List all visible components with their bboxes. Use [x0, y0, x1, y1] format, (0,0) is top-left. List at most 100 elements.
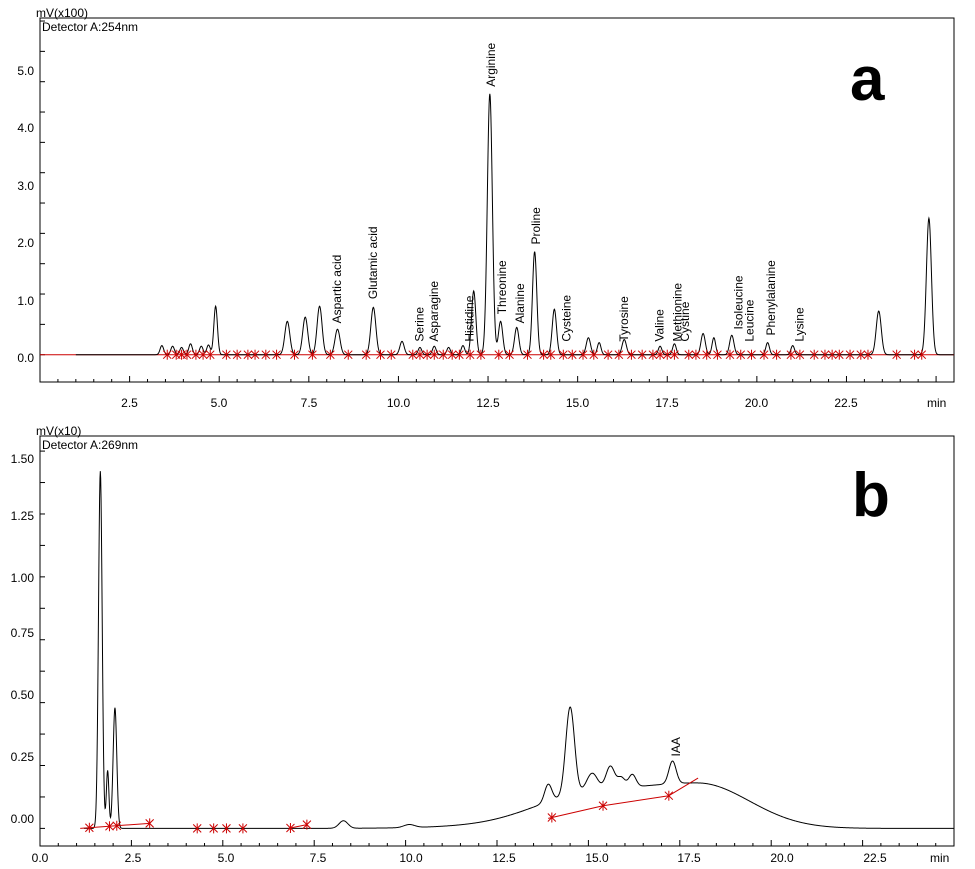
peak-marker [422, 349, 432, 360]
integration-baseline [288, 824, 307, 829]
peak-marker [795, 349, 805, 360]
y-tick-labels-b: 0.00 0.25 0.50 0.75 1.00 1.25 1.50 [11, 452, 35, 826]
peak-marker [684, 349, 694, 360]
peak-marker [205, 349, 215, 360]
unit-label-b: mV(x10) [36, 424, 81, 438]
peak-annotation: Glutamic acid [366, 226, 380, 299]
peak-marker [325, 349, 335, 360]
peak-marker [863, 349, 873, 360]
peak-marker [539, 349, 548, 360]
peak-annotation: Aspartic acid [330, 255, 344, 324]
peak-marker [856, 349, 866, 360]
peak-marker [664, 790, 674, 801]
peak-annotation: Arginine [484, 42, 498, 86]
integration-baseline [602, 795, 669, 807]
integration-baseline [80, 822, 150, 829]
x-tick-label: 22.5 [863, 851, 887, 865]
axis-ticks-b [39, 450, 955, 846]
chart-panel-b: mV(x10) Detector A:269nm b min 0.0 2.5 5… [11, 424, 955, 865]
peak-annotation: Leucine [742, 299, 756, 341]
y-tick-label: 1.50 [11, 452, 35, 466]
x-tick-label: 12.5 [476, 396, 500, 410]
peak-marker [243, 349, 253, 360]
y-tick-label: 2.0 [17, 236, 34, 250]
integration-baseline [668, 777, 699, 797]
peak-marker [308, 349, 317, 360]
peak-marker [827, 349, 837, 360]
peak-annotation: Valine [653, 309, 667, 342]
peak-marker [386, 349, 396, 360]
x-tick-label: 15.0 [585, 851, 609, 865]
x-tick-label: 7.5 [301, 396, 318, 410]
peak-marker [523, 349, 532, 360]
chromatogram-trace [75, 93, 954, 356]
peak-marker [376, 349, 385, 360]
y-tick-label: 1.0 [17, 294, 34, 308]
peak-marker [670, 349, 679, 360]
peak-annotation: Serine [413, 307, 427, 342]
peak-marker [182, 349, 192, 360]
peak-marker [447, 349, 457, 360]
integration-baseline [548, 805, 604, 819]
y-tick-label: 3.0 [17, 179, 34, 193]
peak-annotation: Asparagine [427, 281, 441, 342]
peak-marker [558, 349, 568, 360]
peak-marker [361, 349, 371, 360]
peak-marker [547, 812, 557, 823]
y-tick-label: 5.0 [17, 64, 34, 78]
detector-label-a: Detector A:254nm [42, 20, 138, 34]
x-tick-labels-a: 2.5 5.0 7.5 10.0 12.5 15.0 17.5 20.0 22.… [121, 396, 858, 410]
peak-annotation: Cysteine [559, 295, 573, 342]
peak-marker [112, 820, 122, 831]
x-tick-label: 10.0 [399, 851, 423, 865]
y-tick-label: 0.00 [11, 812, 35, 826]
x-tick-label: 20.0 [770, 851, 794, 865]
peak-marker [786, 349, 796, 360]
peak-marker [589, 349, 599, 360]
peak-marker [438, 349, 448, 360]
peak-marker [494, 349, 504, 360]
axis-ticks-a [39, 20, 955, 382]
plot-area-b: IAA [80, 471, 954, 834]
plot-area-a: Aspartic acid Glutamic acid Serine Asparagi… [40, 42, 954, 360]
x-tick-label: 17.5 [677, 851, 701, 865]
peak-marker [759, 349, 769, 360]
peak-marker [286, 823, 295, 834]
peak-marker [465, 349, 475, 360]
peak-marker [261, 349, 271, 360]
panel-label-a: a [850, 45, 885, 114]
peak-marker [892, 349, 902, 360]
peak-marker [713, 349, 722, 360]
x-tick-label: 7.5 [310, 851, 327, 865]
peak-marker [290, 349, 299, 360]
peak-marker [702, 349, 712, 360]
x-tick-label: 10.0 [387, 396, 411, 410]
peak-marker [162, 349, 172, 360]
peak-marker [736, 349, 746, 360]
peak-annotation: Phenylalanine [764, 260, 778, 336]
peak-marker [455, 349, 464, 360]
y-tick-label: 4.0 [17, 121, 34, 135]
peak-annotation: Lysine [792, 307, 806, 342]
x-tick-label: 12.5 [492, 851, 516, 865]
peak-marker [772, 349, 781, 360]
peak-annotation: Proline [529, 207, 543, 245]
peak-annotation: IAA [669, 737, 683, 756]
y-tick-label: 1.25 [11, 509, 35, 523]
y-tick-label: 0.75 [11, 626, 35, 640]
x-tick-label: 5.0 [211, 396, 228, 410]
peak-annotation: Methionine [671, 283, 685, 342]
peak-marker [567, 349, 577, 360]
peak-marker [691, 349, 701, 360]
peak-marker [648, 349, 658, 360]
chromatogram-trace [83, 471, 954, 829]
peak-marker [85, 822, 94, 833]
peak-marker [222, 349, 231, 360]
x-tick-label: 15.0 [566, 396, 590, 410]
peak-marker [917, 349, 927, 360]
peak-annotation: Tyrosine [617, 296, 631, 342]
y-tick-labels-a: 0.0 1.0 2.0 3.0 4.0 5.0 [17, 64, 34, 365]
peak-marker [191, 349, 201, 360]
peak-marker [302, 819, 312, 830]
